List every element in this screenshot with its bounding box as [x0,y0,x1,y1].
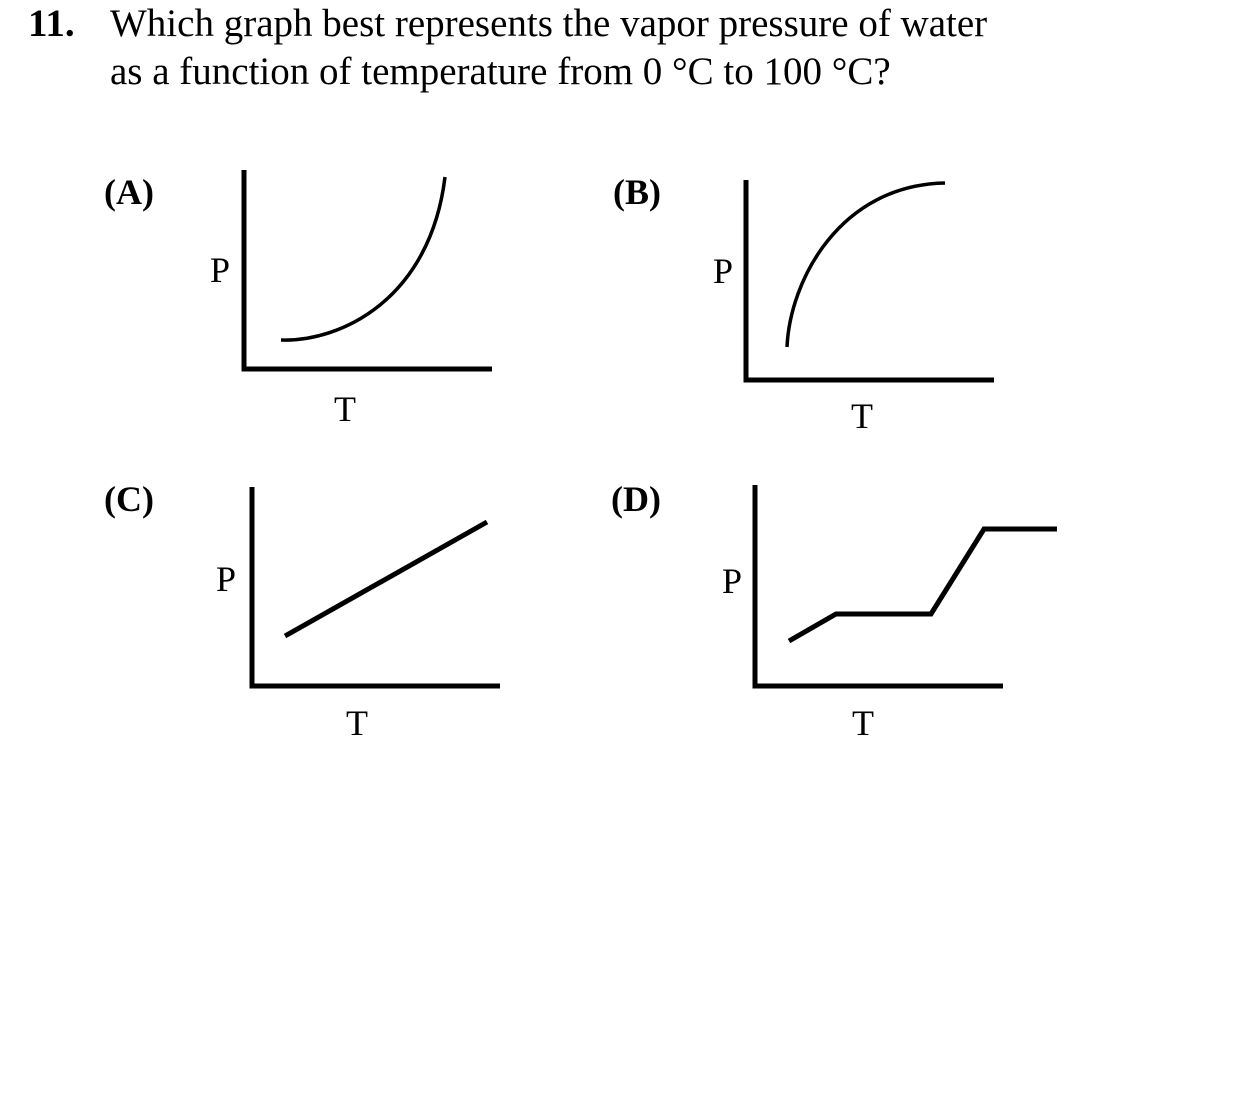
graph-b-axes [743,180,994,383]
graph-d-axes [752,485,1003,689]
question-text-line-1: Which graph best represents the vapor pr… [110,2,988,45]
graph-c-line [283,519,489,639]
graph-a-axes [241,170,492,372]
option-a-label[interactable]: (A) [104,172,154,212]
option-d-label[interactable]: (D) [611,479,661,519]
graph-a-x-label: T [334,389,356,429]
graph-b[interactable]: P T [713,180,994,436]
graph-a-y-label: P [210,250,230,290]
graph-c-y-label: P [216,559,236,599]
option-c-label[interactable]: (C) [104,479,154,519]
graph-d-line [787,526,1057,644]
graph-a[interactable]: P T [210,170,492,429]
graph-d-y-label: P [722,561,742,601]
graph-d[interactable]: P T [722,485,1057,743]
graph-d-x-label: T [852,703,874,743]
graph-b-curve [785,181,946,348]
graph-b-x-label: T [851,396,873,436]
graph-c[interactable]: P T [216,487,500,743]
graph-a-curve [280,176,447,342]
question-text-line-2: as a function of temperature from 0 °C t… [110,50,891,93]
graph-c-axes [249,487,500,689]
graph-b-y-label: P [713,251,733,291]
option-b-label[interactable]: (B) [613,172,661,212]
graph-c-x-label: T [346,703,368,743]
question-number: 11. [28,2,75,45]
